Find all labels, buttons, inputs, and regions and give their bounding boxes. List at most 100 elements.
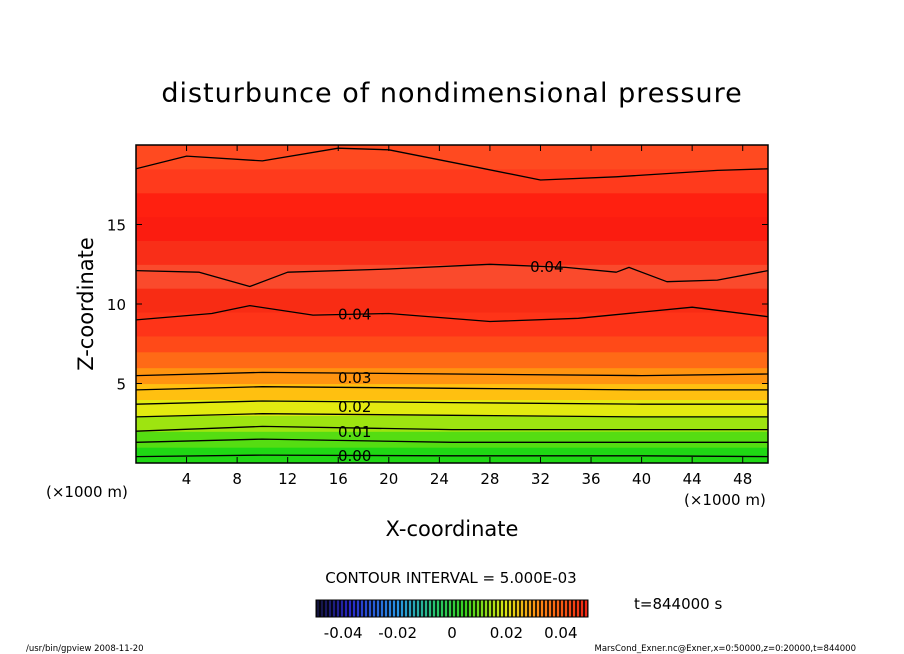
color-bands (136, 145, 768, 463)
colorbar-tick-label: 0.04 (544, 624, 577, 642)
colorbar-stripe (556, 600, 560, 617)
colorbar-stripe (540, 600, 544, 617)
colorbar-stripe (548, 600, 552, 617)
colorbar-stripe (552, 600, 556, 617)
x-tick-label: 40 (632, 470, 651, 488)
time-label: t=844000 s (634, 595, 722, 613)
colorbar-frame (315, 599, 589, 618)
x-tick-label: 36 (581, 470, 600, 488)
colorbar-stripe (496, 600, 500, 617)
color-band (136, 192, 768, 218)
colorbar-stripe (448, 600, 452, 617)
contour-label: 0.04 (530, 258, 563, 276)
colorbar-stripe (392, 600, 396, 617)
colorbar-stripe (344, 600, 348, 617)
colorbar-stripe (532, 600, 536, 617)
colorbar-stripe (572, 600, 576, 617)
colorbar-stripe (544, 600, 548, 617)
x-tick-label: 32 (531, 470, 550, 488)
x-tick-label: 44 (683, 470, 702, 488)
colorbar-stripe (368, 600, 372, 617)
colorbar-stripe (328, 600, 332, 617)
colorbar-stripe (380, 600, 384, 617)
colorbar-stripe (324, 600, 328, 617)
color-band (136, 288, 768, 313)
chart-title: disturbunce of nondimensional pressure (161, 78, 742, 109)
color-band (136, 367, 768, 385)
contour-label: 0.01 (338, 423, 371, 441)
colorbar-stripe (536, 600, 540, 617)
color-band (136, 447, 768, 463)
contour-line (136, 386, 768, 391)
color-band (136, 383, 768, 400)
colorbar-stripe (384, 600, 388, 617)
contour-line (136, 304, 768, 323)
colorbar-stripe (416, 600, 420, 617)
contour-label: 0.02 (338, 398, 371, 416)
y-tick-label: 10 (107, 296, 126, 314)
contour-labels: 0.00 0.01 0.02 0.03 0.04 0.04 (338, 258, 564, 465)
colorbar-stripe (444, 600, 448, 617)
contour-label: 0.03 (338, 369, 371, 387)
colorbar-stripe (388, 600, 392, 617)
contour-line (136, 147, 768, 181)
color-band (136, 431, 768, 448)
contour-interval: CONTOUR INTERVAL = 5.000E-03 (325, 569, 576, 587)
color-band (136, 264, 768, 289)
colorbar-stripe (440, 600, 444, 617)
colorbar-stripe (488, 600, 492, 617)
contour-line (136, 438, 768, 443)
colorbar-stripe (480, 600, 484, 617)
contour-line (136, 425, 768, 432)
colorbar-tick-label: -0.04 (324, 624, 363, 642)
colorbar-stripe (320, 600, 324, 617)
colorbar-stripe (336, 600, 340, 617)
x-tick-label: 12 (278, 470, 297, 488)
color-band (136, 335, 768, 353)
colorbar-stripe (432, 600, 436, 617)
colorbar-stripe (436, 600, 440, 617)
colorbar-tick-label: 0.02 (490, 624, 523, 642)
colorbar-stripe (524, 600, 528, 617)
colorbar-stripe (504, 600, 508, 617)
color-band (136, 240, 768, 265)
y-axis-ticks: 5 10 15 (107, 217, 768, 394)
color-band (136, 415, 768, 432)
x-unit-label-right: (×1000 m) (684, 491, 766, 509)
colorbar-stripe (356, 600, 360, 617)
colorbar-stripe (376, 600, 380, 617)
x-tick-label: 20 (379, 470, 398, 488)
colorbar-stripe (348, 600, 352, 617)
contour-lines (136, 147, 768, 458)
footer-right: MarsCond_Exner.nc@Exner,x=0:50000,z=0:20… (594, 644, 856, 654)
colorbar-stripe (396, 600, 400, 617)
colorbar-stripe (428, 600, 432, 617)
colorbar-stripe (584, 600, 588, 617)
colorbar-stripe (460, 600, 464, 617)
x-axis-label: X-coordinate (386, 517, 519, 541)
colorbar-stripe (400, 600, 404, 617)
colorbar-stripe (332, 600, 336, 617)
x-tick-label: 16 (329, 470, 348, 488)
x-tick-label: 48 (733, 470, 752, 488)
colorbar-stripe (404, 600, 408, 617)
colorbar-stripe (512, 600, 516, 617)
x-tick-label: 4 (182, 470, 192, 488)
colorbar-tick-labels: -0.04 -0.02 0 0.02 0.04 (324, 624, 578, 642)
x-unit-label-left: (×1000 m) (46, 483, 128, 501)
colorbar-stripe (576, 600, 580, 617)
color-band (136, 351, 768, 369)
x-tick-label: 24 (430, 470, 449, 488)
colorbar-stripe (372, 600, 376, 617)
y-tick-label: 5 (116, 376, 126, 394)
colorbar-stripe (580, 600, 584, 617)
colorbar (316, 600, 588, 617)
colorbar-stripe (468, 600, 472, 617)
contour-line (136, 454, 768, 458)
colorbar-stripe (452, 600, 456, 617)
colorbar-stripe (464, 600, 468, 617)
contour-line (136, 263, 768, 288)
colorbar-stripe (340, 600, 344, 617)
x-tick-label: 8 (232, 470, 242, 488)
